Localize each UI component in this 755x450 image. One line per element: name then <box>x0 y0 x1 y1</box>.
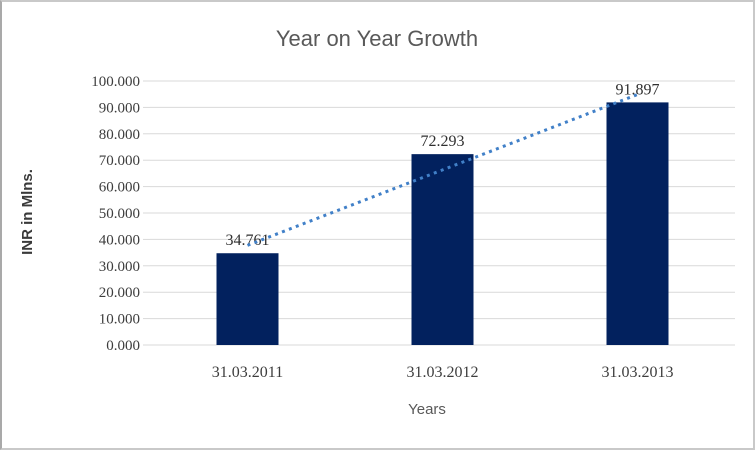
chart-title: Year on Year Growth <box>276 26 478 51</box>
bar-data-label: 34.761 <box>226 232 270 249</box>
y-tick-label: 60.000 <box>99 180 140 196</box>
y-axis-tick-labels: 0.000 10.000 20.000 30.000 40.000 50.000 60.00… <box>91 74 140 354</box>
bar-series <box>216 102 669 345</box>
x-tick-label: 31.03.2011 <box>212 364 283 381</box>
y-tick-label: 40.000 <box>99 232 140 248</box>
y-tick-label: 80.000 <box>99 127 140 143</box>
bar <box>606 102 669 345</box>
y-tick-label: 10.000 <box>99 312 140 328</box>
bar <box>411 154 474 345</box>
x-tick-label: 31.03.2013 <box>602 364 674 381</box>
trendline-dotted <box>246 93 639 247</box>
y-tick-label: 50.000 <box>99 206 140 222</box>
y-tick-label: 100.000 <box>91 74 140 90</box>
y-axis-title: INR in Mlns. <box>19 169 36 255</box>
y-tick-label: 90.000 <box>99 100 140 116</box>
bar-data-label: 72.293 <box>421 133 465 150</box>
y-tick-label: 0.000 <box>106 338 140 354</box>
bar-data-label: 91.897 <box>616 81 660 98</box>
x-axis-tick-labels: 31.03.2011 31.03.2012 31.03.2013 <box>212 364 674 381</box>
x-tick-label: 31.03.2012 <box>407 364 479 381</box>
y-axis-ticks <box>143 80 150 346</box>
x-axis-title: Years <box>408 401 446 418</box>
y-tick-label: 20.000 <box>99 285 140 301</box>
y-tick-label: 30.000 <box>99 259 140 275</box>
bar <box>216 253 279 345</box>
bar-data-labels: 34.761 72.293 91.897 <box>226 81 660 249</box>
y-tick-label: 70.000 <box>99 153 140 169</box>
